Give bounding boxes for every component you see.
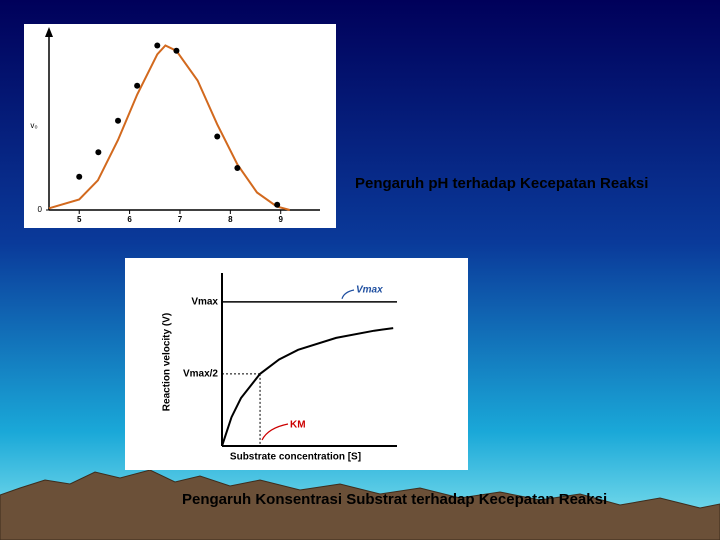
x-tick-label: 9 bbox=[278, 215, 283, 224]
mountains bbox=[0, 469, 720, 540]
x-axis-label: Substrate concentration [S] bbox=[230, 452, 361, 463]
caption: Pengaruh Konsentrasi Substrat terhadap K… bbox=[182, 491, 607, 508]
data-point bbox=[234, 165, 241, 171]
x-tick-label: 6 bbox=[127, 215, 132, 224]
curve bbox=[221, 327, 394, 447]
data-point bbox=[214, 133, 221, 140]
y-axis-label: Reaction velocity (V) bbox=[162, 313, 173, 411]
pointer-arrow bbox=[341, 289, 355, 300]
chart-panel bbox=[125, 258, 468, 470]
fit-line bbox=[48, 44, 291, 211]
y-tick-label: 0 bbox=[38, 205, 43, 214]
data-point bbox=[134, 82, 141, 89]
data-point bbox=[173, 47, 180, 54]
km-arrow bbox=[261, 423, 289, 441]
chart-panel bbox=[24, 24, 336, 228]
vmax-label: Vmax bbox=[191, 296, 218, 307]
x-tick-label: 5 bbox=[77, 215, 82, 224]
x-tick-label: 7 bbox=[178, 215, 183, 224]
vmax-pointer-label: Vmax bbox=[356, 285, 383, 296]
data-point bbox=[274, 201, 281, 208]
axis-arrow bbox=[45, 27, 53, 37]
data-point bbox=[115, 117, 122, 124]
y-axis-label: v₀ bbox=[30, 121, 37, 130]
data-point bbox=[76, 173, 83, 180]
caption: Pengaruh pH terhadap Kecepatan Reaksi bbox=[355, 175, 648, 192]
data-point bbox=[154, 42, 161, 49]
half-vmax-label: Vmax/2 bbox=[183, 369, 218, 380]
km-label: KM bbox=[290, 420, 306, 431]
x-tick-label: 8 bbox=[228, 215, 233, 224]
data-point bbox=[95, 149, 102, 156]
